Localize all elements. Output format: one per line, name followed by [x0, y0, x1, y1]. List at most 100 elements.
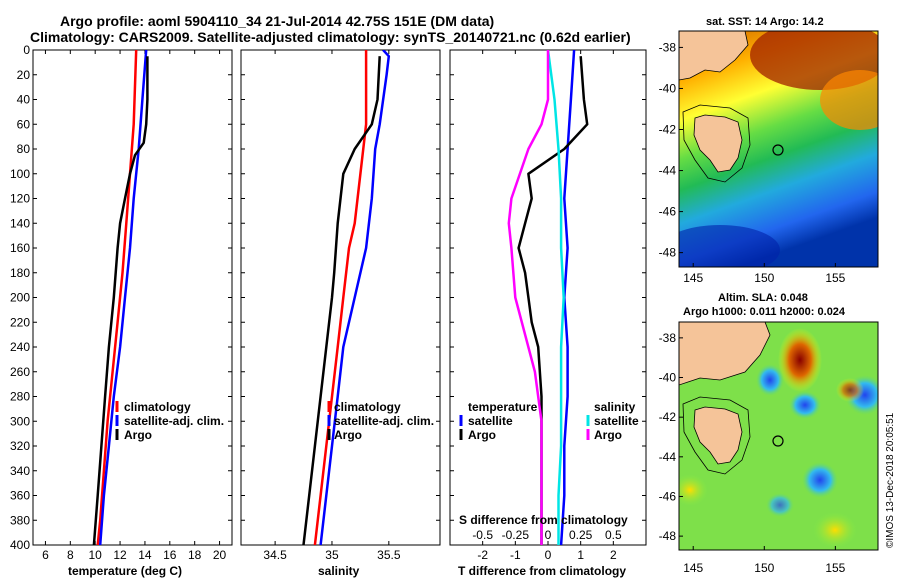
y-tick-label: 20 [17, 68, 31, 82]
depth-ticks: 0 20 40 60 80 100 120 140 160 180 200 220 240 260 280 3… [10, 43, 646, 552]
tasmania [693, 114, 743, 173]
temperature-x-tick-label: 6 [42, 548, 49, 562]
salinity-x-tick-label: 35.5 [377, 548, 401, 562]
salinity-series-satellite-adj-clim- [319, 50, 391, 545]
depth-contour [682, 396, 751, 475]
mainland-australia [679, 31, 749, 81]
sla-cold-eddy-5 [766, 493, 794, 517]
difference-series-s-satellite [546, 50, 565, 545]
sla-map-ticks: 145 150 155 -38 -40 -42 -44 -46 -48 [659, 331, 846, 575]
map-y-tick-label: -38 [659, 40, 677, 54]
sla-high-patch-1 [679, 474, 708, 506]
y-tick-label: 380 [10, 513, 30, 527]
s-diff-tick-label: -0.25 [502, 528, 530, 542]
difference-xlabel: T difference from climatology [458, 564, 626, 578]
difference-ticks: -2 -1 0 1 2 -0.5 -0.25 0 0.25 0.5 [472, 50, 622, 562]
salinity-lines [302, 50, 391, 545]
temperature-x-tick-label: 10 [89, 548, 103, 562]
sst-warm-patch [820, 70, 878, 130]
salinity-series-argo [302, 56, 381, 545]
difference-x-tick-label: 1 [577, 548, 584, 562]
y-tick-label: 60 [17, 117, 31, 131]
map-y-tick-label: -46 [659, 205, 677, 219]
sla-warm-eddy [778, 328, 822, 392]
difference-series-t-argo [517, 56, 589, 545]
sla-map-title: Altim. SLA: 0.048 [718, 292, 808, 304]
depth-contour [682, 104, 751, 183]
sst-map [679, 31, 878, 267]
legend-s-argo: Argo [594, 428, 622, 442]
legend-argo: Argo [124, 428, 152, 442]
sla-map [679, 322, 878, 550]
difference-x-tick-label: 2 [610, 548, 617, 562]
map-y-tick-label: -40 [659, 371, 677, 385]
legend-satellite: satellite-adj. clim. [334, 414, 434, 428]
y-tick-label: 40 [17, 93, 31, 107]
s-diff-tick-label: 0 [545, 528, 552, 542]
title-line-2: Climatology: CARS2009. Satellite-adjuste… [30, 29, 631, 45]
legend-t-argo: Argo [468, 428, 496, 442]
sst-map-ticks: 145 150 155 -38 -40 -42 -44 -46 -48 [659, 40, 846, 285]
difference-legend-salinity: salinity satellite Argo [586, 400, 639, 442]
y-tick-label: 360 [10, 489, 30, 503]
y-tick-label: 340 [10, 464, 30, 478]
temperature-series-climatology [96, 50, 138, 545]
map-x-tick-label: 150 [754, 271, 774, 285]
map-y-tick-label: -44 [659, 450, 677, 464]
tasmania [693, 406, 743, 465]
y-tick-label: 0 [23, 43, 30, 57]
temperature-series-argo [92, 56, 149, 545]
temperature-xlabel: temperature (deg C) [68, 564, 182, 578]
mainland-australia [679, 322, 771, 386]
map-y-tick-label: -40 [659, 81, 677, 95]
y-tick-label: 100 [10, 167, 30, 181]
y-tick-label: 260 [10, 365, 30, 379]
sla-high-patch-2 [813, 512, 857, 548]
y-tick-label: 140 [10, 216, 30, 230]
temperature-series-satellite-adj-clim- [98, 50, 148, 545]
temperature-x-tick-label: 14 [138, 548, 152, 562]
sst-cold-patch [679, 225, 780, 267]
salinity-series-climatology [313, 50, 368, 545]
salinity-xlabel: salinity [318, 564, 360, 578]
map-x-tick-label: 145 [683, 271, 703, 285]
s-diff-tick-label: -0.5 [472, 528, 493, 542]
difference-x-tick-label: -1 [510, 548, 521, 562]
temperature-x-tick-label: 8 [67, 548, 74, 562]
temperature-ticks: 6 8 10 12 14 16 18 20 [42, 50, 227, 562]
y-tick-label: 160 [10, 241, 30, 255]
map-y-tick-label: -38 [659, 331, 677, 345]
difference-legend-temperature: temperature satellite Argo [459, 400, 538, 442]
map-y-tick-label: -46 [659, 489, 677, 503]
title-line-1: Argo profile: aoml 5904110_34 21-Jul-201… [60, 13, 494, 29]
map-y-tick-label: -42 [659, 410, 677, 424]
y-tick-label: 180 [10, 266, 30, 280]
legend-t-satellite: satellite [468, 414, 513, 428]
sla-cold-eddy-2 [789, 391, 821, 419]
salinity-x-tick-label: 35 [325, 548, 339, 562]
legend-salinity-title: salinity [594, 400, 636, 414]
sla-cold-eddy-4 [802, 462, 838, 498]
sla-cold-eddy-1 [756, 364, 784, 396]
difference-series-s-argo [507, 50, 550, 545]
argo-location-marker [772, 435, 784, 447]
legend-climatology: climatology [124, 400, 191, 414]
temperature-x-tick-label: 12 [113, 548, 127, 562]
y-tick-label: 200 [10, 291, 30, 305]
salinity-ticks: 34.5 35 35.5 [263, 50, 401, 562]
y-tick-label: 240 [10, 340, 30, 354]
s-diff-tick-label: 0.25 [569, 528, 593, 542]
s-difference-label: S difference from climatology [459, 513, 628, 527]
sst-map-title: sat. SST: 14 Argo: 14.2 [706, 16, 824, 28]
sla-warm-eddy-2 [836, 378, 864, 402]
map-x-tick-label: 145 [683, 561, 703, 575]
difference-lines [507, 50, 589, 545]
map-x-tick-label: 150 [754, 561, 774, 575]
legend-s-satellite: satellite [594, 414, 639, 428]
argo-location-marker [772, 144, 784, 156]
temperature-legend: climatology satellite-adj. clim. Argo [115, 400, 224, 442]
y-tick-label: 280 [10, 390, 30, 404]
y-tick-label: 220 [10, 315, 30, 329]
legend-climatology: climatology [334, 400, 401, 414]
map-y-tick-label: -42 [659, 123, 677, 137]
